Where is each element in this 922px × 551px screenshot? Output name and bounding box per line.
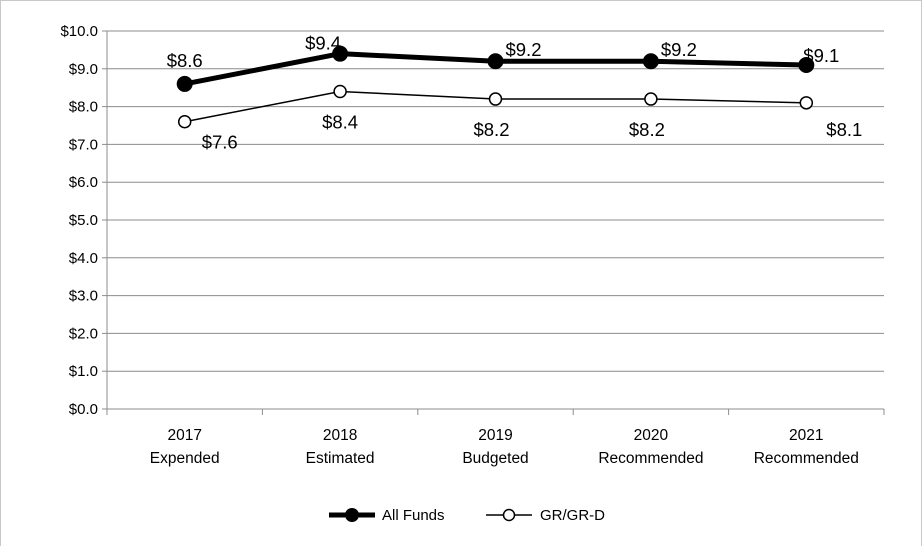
all-funds-point [798, 57, 815, 74]
data-label: $9.1 [803, 45, 839, 66]
x-tick-label: 2020 [634, 427, 669, 444]
gr-grd-point [177, 114, 192, 129]
all-funds-point [332, 45, 349, 62]
x-tick-label: Expended [150, 450, 220, 467]
data-label: $8.1 [826, 119, 862, 140]
legend: All Funds GR/GR-D [329, 507, 605, 524]
data-label: $9.2 [505, 39, 541, 60]
y-tick-label: $3.0 [69, 288, 98, 305]
x-tick-label: Recommended [754, 450, 859, 467]
gr-grd-point [488, 92, 503, 106]
y-tick-label: $1.0 [69, 363, 98, 380]
x-tick-label: Estimated [306, 450, 375, 467]
gr-grd-point [799, 96, 814, 110]
y-tick-label: $5.0 [69, 212, 98, 229]
gr-grd-point [333, 84, 347, 99]
data-label: $8.6 [167, 50, 203, 71]
all-funds-point [487, 53, 504, 70]
series-group [176, 45, 815, 129]
y-tick-label: $6.0 [69, 174, 98, 191]
legend-label: GR/GR-D [540, 507, 605, 524]
data-label: $8.4 [322, 111, 358, 132]
y-tick-label: $8.0 [69, 99, 98, 116]
y-tick-label: $0.0 [69, 401, 98, 418]
y-tick-labels: $0.0 $1.0 $2.0 $3.0 $4.0 $5.0 $6.0 $7.0 $8.0 $9.0… [60, 23, 98, 418]
y-tick-label: $10.0 [60, 23, 98, 40]
x-tick-label: 2019 [478, 427, 512, 444]
y-tick-label: $4.0 [69, 250, 98, 267]
gr-grd-point [644, 92, 658, 106]
x-tick-label: Recommended [598, 450, 703, 467]
x-tick-label: Budgeted [462, 450, 528, 467]
x-tick-labels: 2017 Expended 2018 Estimated 2019 Budgeted 202… [150, 427, 859, 467]
y-tick-label: $9.0 [69, 61, 98, 78]
data-label: $7.6 [202, 132, 238, 153]
legend-swatch-marker [345, 508, 359, 522]
data-label: $9.2 [661, 39, 697, 60]
all-funds-point [176, 75, 193, 92]
data-label: $8.2 [629, 119, 665, 140]
data-label: $8.2 [473, 119, 509, 140]
x-tick-label: 2021 [789, 427, 823, 444]
axes [102, 30, 885, 415]
all-funds-point [642, 53, 659, 70]
legend-swatch-marker [502, 508, 516, 522]
y-tick-label: $7.0 [69, 136, 98, 153]
data-label: $9.4 [305, 33, 341, 54]
x-tick-label: 2018 [323, 427, 357, 444]
legend-label: All Funds [382, 507, 445, 524]
data-labels: $8.6 $9.4 $9.2 $9.2 $9.1 $7.6 $8.4 $8.2 $8.2 $8.1 [167, 33, 863, 153]
x-tick-label: 2017 [167, 427, 201, 444]
y-tick-label: $2.0 [69, 325, 98, 342]
